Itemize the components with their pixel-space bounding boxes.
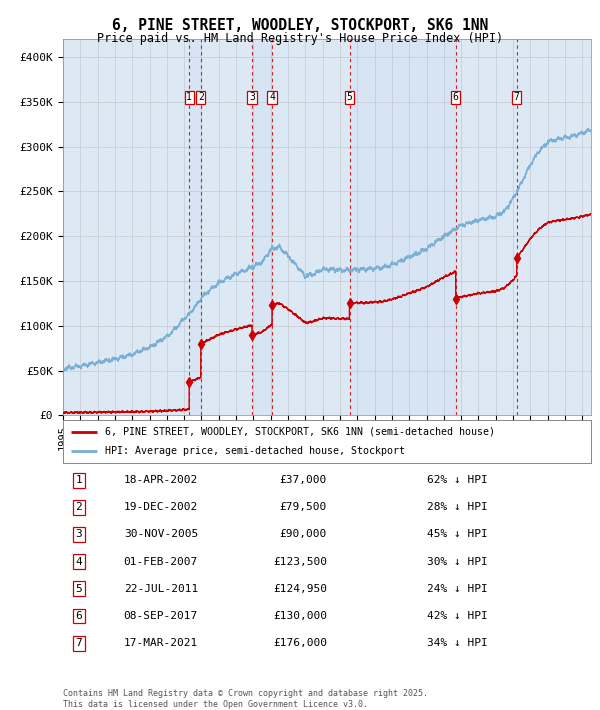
Text: 08-SEP-2017: 08-SEP-2017 [124, 611, 198, 621]
Text: 6: 6 [76, 611, 82, 621]
Text: 28% ↓ HPI: 28% ↓ HPI [427, 502, 488, 512]
Text: 3: 3 [76, 530, 82, 540]
Text: 6, PINE STREET, WOODLEY, STOCKPORT, SK6 1NN (semi-detached house): 6, PINE STREET, WOODLEY, STOCKPORT, SK6 … [105, 427, 495, 437]
Text: 62% ↓ HPI: 62% ↓ HPI [427, 475, 488, 485]
Text: £130,000: £130,000 [273, 611, 327, 621]
Text: 4: 4 [269, 92, 275, 102]
Text: 22-JUL-2011: 22-JUL-2011 [124, 584, 198, 594]
Text: 2: 2 [198, 92, 204, 102]
Bar [252, 39, 272, 415]
Text: 01-FEB-2007: 01-FEB-2007 [124, 557, 198, 567]
Text: £79,500: £79,500 [280, 502, 327, 512]
Text: 30-NOV-2005: 30-NOV-2005 [124, 530, 198, 540]
Text: 6, PINE STREET, WOODLEY, STOCKPORT, SK6 1NN: 6, PINE STREET, WOODLEY, STOCKPORT, SK6 … [112, 18, 488, 33]
Text: £176,000: £176,000 [273, 638, 327, 648]
Text: 4: 4 [76, 557, 82, 567]
Text: 1: 1 [186, 92, 192, 102]
Text: 7: 7 [514, 92, 520, 102]
Text: Price paid vs. HM Land Registry's House Price Index (HPI): Price paid vs. HM Land Registry's House … [97, 32, 503, 45]
Text: 19-DEC-2002: 19-DEC-2002 [124, 502, 198, 512]
Text: 42% ↓ HPI: 42% ↓ HPI [427, 611, 488, 621]
Text: 34% ↓ HPI: 34% ↓ HPI [427, 638, 488, 648]
Text: 2: 2 [76, 502, 82, 512]
Text: 3: 3 [249, 92, 255, 102]
Text: 30% ↓ HPI: 30% ↓ HPI [427, 557, 488, 567]
Text: 1: 1 [76, 475, 82, 485]
Text: £90,000: £90,000 [280, 530, 327, 540]
Text: £123,500: £123,500 [273, 557, 327, 567]
Text: £124,950: £124,950 [273, 584, 327, 594]
Text: 7: 7 [76, 638, 82, 648]
Text: 45% ↓ HPI: 45% ↓ HPI [427, 530, 488, 540]
Bar [350, 39, 456, 415]
Text: Contains HM Land Registry data © Crown copyright and database right 2025.
This d: Contains HM Land Registry data © Crown c… [63, 689, 428, 709]
Text: £37,000: £37,000 [280, 475, 327, 485]
Text: 5: 5 [76, 584, 82, 594]
Text: 24% ↓ HPI: 24% ↓ HPI [427, 584, 488, 594]
Text: 18-APR-2002: 18-APR-2002 [124, 475, 198, 485]
Text: 17-MAR-2021: 17-MAR-2021 [124, 638, 198, 648]
Text: 5: 5 [347, 92, 352, 102]
Bar [189, 39, 201, 415]
Text: 6: 6 [453, 92, 459, 102]
Text: HPI: Average price, semi-detached house, Stockport: HPI: Average price, semi-detached house,… [105, 447, 405, 457]
